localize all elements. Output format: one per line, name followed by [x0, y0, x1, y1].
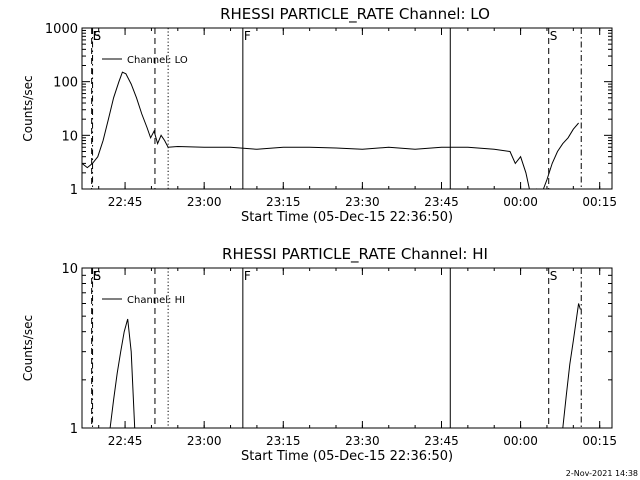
x-axis-label: Start Time (05-Dec-15 22:36:50) [241, 210, 453, 225]
x-tick-label: 23:15 [266, 434, 301, 448]
x-tick-label: 23:30 [345, 195, 380, 209]
x-tick-label: 23:15 [266, 195, 301, 209]
x-tick-label: 22:45 [108, 195, 143, 209]
x-tick-label: 00:15 [582, 434, 617, 448]
series-line [109, 303, 581, 428]
y-axis-label: Counts/sec [21, 315, 35, 381]
x-tick-label: 00:00 [503, 434, 538, 448]
y-tick-label: 10 [61, 262, 78, 277]
event-marker-label: S [550, 29, 558, 43]
plot-frame [81, 27, 613, 190]
x-tick-label: 23:00 [187, 434, 222, 448]
x-tick-label: 23:30 [345, 434, 380, 448]
x-axis-label: Start Time (05-Dec-15 22:36:50) [241, 449, 453, 464]
plot-frame [81, 267, 613, 429]
hi-channel-plot: RHESSI PARTICLE_RATE Channel: HI 22:45 23:… [21, 245, 617, 464]
chart-title: RHESSI PARTICLE_RATE Channel: LO [220, 5, 490, 24]
y-tick-label: 10 [61, 129, 78, 144]
event-marker-label: F [244, 29, 251, 43]
event-marker-label: E [93, 29, 101, 43]
legend-label: Channel: LO [127, 55, 188, 66]
y-tick-label: 1 [70, 422, 78, 437]
legend-label: Channel: HI [127, 295, 185, 306]
event-marker-label: S [550, 269, 558, 283]
footer-date: 2-Nov-2021 14:38 [566, 469, 638, 478]
y-tick-label: 100 [53, 76, 78, 91]
x-tick-label: 23:45 [424, 195, 459, 209]
x-tick-label: 00:15 [582, 195, 617, 209]
event-marker-label: E [93, 269, 101, 283]
y-tick-label: 1000 [45, 22, 78, 37]
x-tick-label: 23:45 [424, 434, 459, 448]
y-tick-label: 1 [70, 183, 78, 198]
lo-channel-plot: RHESSI PARTICLE_RATE Channel: LO 22:45 23:… [21, 5, 617, 225]
y-axis-label: Counts/sec [21, 75, 35, 141]
chart-title: RHESSI PARTICLE_RATE Channel: HI [222, 245, 488, 264]
event-marker-label: S [94, 29, 102, 43]
series-line [82, 71, 579, 189]
event-marker-label: S [94, 269, 102, 283]
x-tick-label: 00:00 [503, 195, 538, 209]
x-tick-label: 22:45 [108, 434, 143, 448]
x-tick-label: 23:00 [187, 195, 222, 209]
event-marker-label: F [244, 269, 251, 283]
